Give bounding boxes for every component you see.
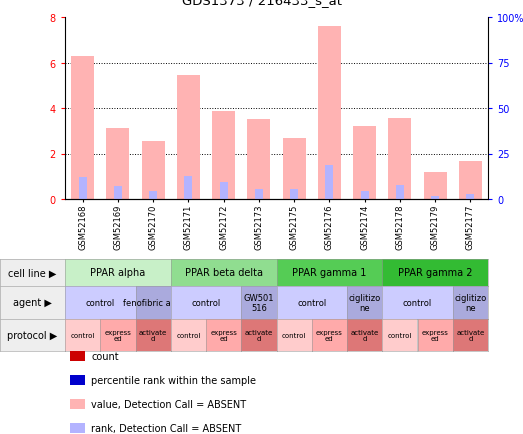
Text: ciglitizo
ne: ciglitizo ne [348, 293, 381, 312]
Bar [290, 189, 298, 200]
Text: fenofibric acid: fenofibric acid [123, 298, 183, 307]
Text: PPAR alpha: PPAR alpha [90, 268, 145, 278]
Text: express
ed: express ed [210, 329, 237, 342]
Text: GW501
516: GW501 516 [244, 293, 274, 312]
Bar [247, 120, 270, 200]
Bar [353, 127, 376, 200]
Bar [396, 186, 404, 200]
Bar [106, 129, 129, 200]
Text: PPAR gamma 1: PPAR gamma 1 [292, 268, 367, 278]
Bar [177, 76, 200, 200]
Text: PPAR gamma 2: PPAR gamma 2 [398, 268, 472, 278]
Bar [325, 165, 333, 200]
Text: PPAR beta delta: PPAR beta delta [185, 268, 263, 278]
Text: control: control [297, 298, 326, 307]
Bar [142, 141, 165, 200]
Bar [282, 138, 305, 200]
Text: express
ed: express ed [105, 329, 131, 342]
Bar [149, 191, 157, 200]
Bar [467, 195, 474, 200]
Text: value, Detection Call = ABSENT: value, Detection Call = ABSENT [91, 399, 246, 409]
Bar [255, 189, 263, 200]
Text: percentile rank within the sample: percentile rank within the sample [91, 375, 256, 385]
Text: control: control [282, 332, 306, 338]
Text: GDS1373 / 216433_s_at: GDS1373 / 216433_s_at [181, 0, 342, 7]
Bar [389, 119, 411, 200]
Bar [212, 112, 235, 200]
Text: activate
d: activate d [456, 329, 484, 342]
Text: ciglitizo
ne: ciglitizo ne [454, 293, 486, 312]
Text: count: count [91, 351, 119, 361]
Text: control: control [71, 332, 95, 338]
Text: activate
d: activate d [245, 329, 273, 342]
Bar [318, 27, 341, 200]
Bar [78, 178, 87, 200]
Bar [361, 191, 369, 200]
Bar [71, 56, 94, 200]
Text: control: control [191, 298, 221, 307]
Bar [424, 172, 447, 200]
Text: protocol ▶: protocol ▶ [7, 330, 58, 340]
Text: rank, Detection Call = ABSENT: rank, Detection Call = ABSENT [91, 423, 242, 433]
Text: agent ▶: agent ▶ [13, 298, 52, 308]
Bar [185, 177, 192, 200]
Text: express
ed: express ed [316, 329, 343, 342]
Text: activate
d: activate d [139, 329, 167, 342]
Text: control: control [403, 298, 432, 307]
Bar [220, 183, 228, 200]
Text: control: control [176, 332, 200, 338]
Bar [114, 187, 122, 200]
Text: express
ed: express ed [422, 329, 449, 342]
Bar [431, 196, 439, 200]
Text: control: control [86, 298, 115, 307]
Text: control: control [388, 332, 412, 338]
Text: activate
d: activate d [350, 329, 379, 342]
Bar [459, 162, 482, 200]
Text: cell line ▶: cell line ▶ [8, 268, 56, 278]
